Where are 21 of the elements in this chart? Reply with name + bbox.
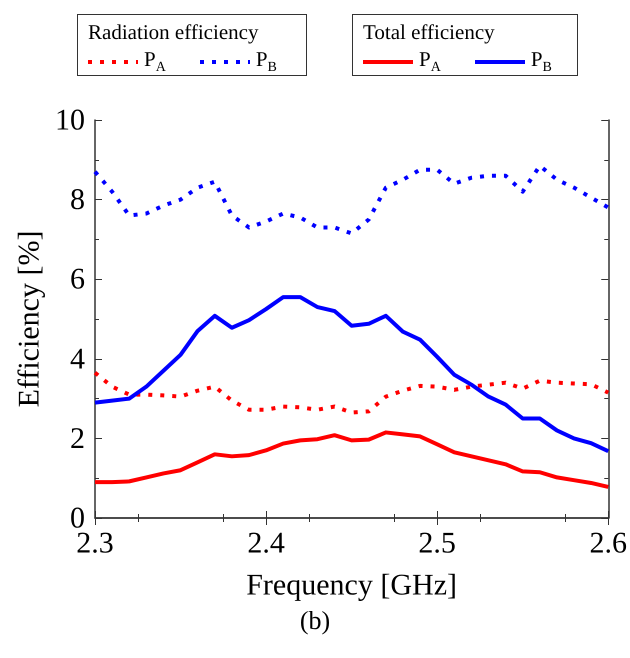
legend-label: P$_{B}$ [256,47,277,76]
x-axis-title: Frequency [GHz] [246,568,457,602]
text: (b) [298,606,332,636]
x-tick-label: 2.3 [76,526,114,560]
legend-label: P$_{A}$ [419,47,441,76]
x-tick-label: 2.6 [590,526,627,560]
y-tick-label: 10 [55,104,85,136]
legend-label: P$_{A}$ [144,47,166,76]
y-tick-label: 8 [70,183,85,216]
y-tick-label: 6 [70,262,85,296]
line-series [93,295,610,454]
legend-label: P$_{B}$ [530,47,552,76]
line-series [93,430,610,489]
y-tick-label: 4 [70,342,85,376]
text: Radiation efficiency [88,19,260,45]
line-series [93,370,610,415]
text: Total efficiency [363,19,496,45]
x-tick-label: 2.4 [247,526,285,560]
y-axis-title: Efficiency [%] [12,230,46,408]
y-tick-label: 2 [70,422,85,455]
x-tick-label: 2.5 [418,526,456,560]
